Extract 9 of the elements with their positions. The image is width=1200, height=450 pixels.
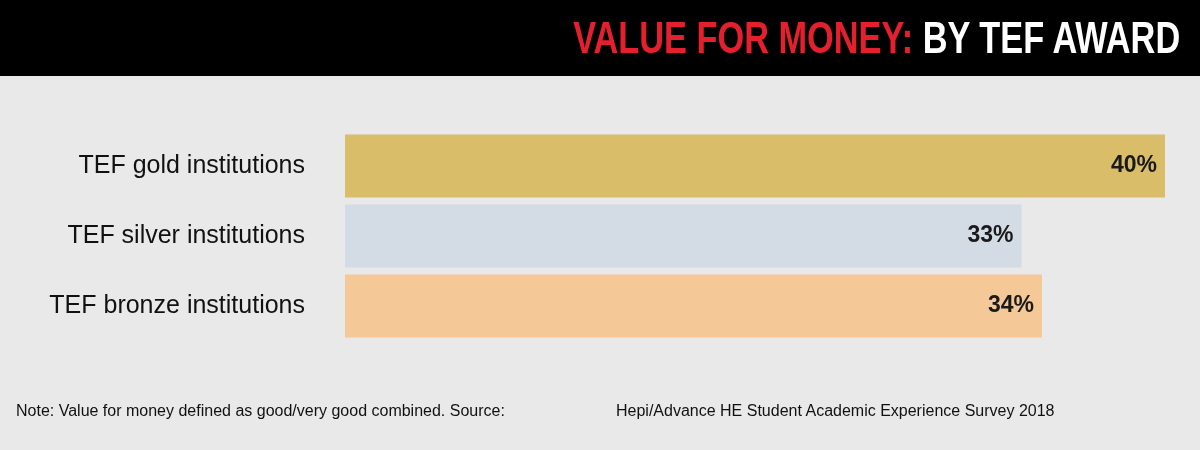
data-label: 40% bbox=[1110, 151, 1157, 178]
y-tick-label: TEF silver institutions bbox=[67, 219, 305, 248]
text: Hepi/Advance HE Student Academic Experience Survey 2018 bbox=[616, 402, 1055, 420]
y-tick-label: TEF bronze institutions bbox=[49, 289, 305, 318]
y-tick-label: TEF gold institutions bbox=[78, 149, 305, 178]
data-label: 33% bbox=[967, 221, 1014, 248]
chart-title: VALUE FOR MONEY: BY TEF AWARD bbox=[573, 13, 1180, 63]
data-label: 34% bbox=[987, 291, 1034, 318]
text: Note: Value for money defined as good/very good combined. Source: bbox=[16, 402, 505, 420]
